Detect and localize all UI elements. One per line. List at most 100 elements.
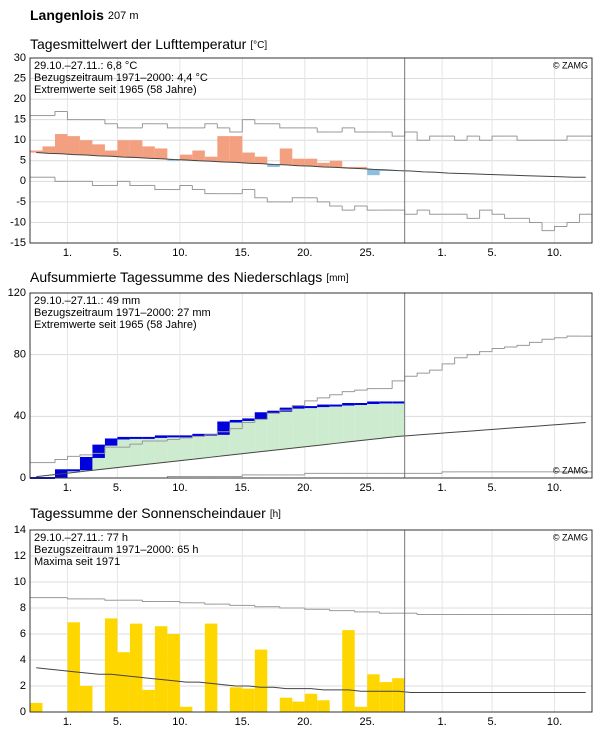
y-tick-label: 10: [14, 134, 26, 146]
x-tick-label: 5.: [487, 482, 496, 494]
extreme-line: [204, 602, 218, 605]
chart-title: Aufsummierte Tagessumme des Niederschlag…: [30, 269, 349, 285]
extreme-line: [266, 197, 280, 203]
bar: [54, 134, 68, 154]
legend-entry: 29.10.–27.11.: 6,8 °C: [34, 60, 137, 72]
extreme-line: [104, 119, 118, 125]
extreme-line: [541, 338, 555, 343]
bar: [92, 144, 105, 156]
bar: [79, 686, 93, 712]
increment-bar: [254, 413, 268, 420]
extreme-line: [279, 123, 293, 129]
credit: © ZAMG: [553, 532, 588, 542]
area-segment: [379, 402, 393, 438]
area-segment: [129, 437, 143, 466]
bar: [242, 688, 255, 712]
extreme-line: [54, 110, 68, 116]
bar: [254, 156, 268, 164]
extreme-line: [379, 611, 393, 614]
extreme-line: [229, 604, 243, 606]
extreme-line: [91, 452, 105, 455]
extreme-line: [204, 434, 218, 437]
extreme-line: [329, 201, 343, 207]
y-tick-label: 14: [14, 524, 26, 536]
bar: [367, 674, 380, 712]
plot-frame: [29, 529, 593, 713]
extreme-line: [254, 119, 268, 125]
extreme-line: [254, 605, 268, 608]
extreme-line: [291, 405, 305, 411]
bar: [267, 164, 280, 167]
bar: [217, 136, 230, 163]
extreme-line: [266, 412, 280, 420]
extreme-line: [316, 127, 330, 133]
x-tick-label: 10.: [172, 482, 187, 494]
x-tick-label: 5.: [113, 482, 122, 494]
chart-unit: [mm]: [326, 273, 348, 284]
extreme-line: [416, 132, 430, 141]
legend-entry: 29.10.–27.11.: 49 mm: [34, 295, 140, 307]
area-segment: [242, 419, 255, 454]
bar: [342, 166, 355, 169]
extreme-line: [191, 185, 205, 191]
bar: [117, 652, 130, 712]
x-tick-label: 25.: [360, 716, 375, 728]
bar: [104, 150, 118, 157]
plot-frame: [29, 57, 593, 244]
x-tick-label: 20.: [297, 482, 312, 494]
bar: [254, 649, 268, 712]
y-tick-label: 8: [20, 602, 26, 614]
bar: [154, 148, 168, 159]
extreme-line: [579, 213, 592, 223]
extreme-line: [516, 344, 530, 347]
increment-bar: [92, 445, 105, 458]
legend-entry: Bezugszeitraum 1971–2000: 4,4 °C: [34, 72, 208, 84]
bar: [179, 706, 193, 712]
extreme-line: [66, 111, 80, 121]
bar: [317, 162, 330, 167]
extreme-line: [79, 454, 93, 457]
y-tick-label: 4: [20, 654, 26, 666]
extreme-line: [91, 181, 105, 186]
bar: [192, 150, 205, 161]
chart-title-text: Tagesmittelwert der Lufttemperatur: [30, 36, 247, 52]
bar: [379, 169, 393, 172]
extreme-line: [116, 123, 130, 129]
x-tick-label: 5.: [487, 247, 496, 259]
extreme-line: [241, 119, 255, 132]
x-tick-label: 1.: [63, 482, 72, 494]
x-tick-label: 10.: [172, 247, 187, 259]
bar: [367, 169, 380, 176]
extreme-line: [466, 214, 480, 219]
bar: [279, 148, 293, 165]
area-segment: [392, 402, 405, 437]
area-segment: [267, 411, 280, 451]
extreme-line: [204, 189, 218, 195]
area-segment: [179, 436, 193, 460]
extreme-line: [354, 610, 368, 613]
x-tick-label: 10.: [547, 482, 562, 494]
extreme-line: [129, 443, 143, 448]
mean-line: [36, 667, 586, 693]
x-tick-label: 1.: [63, 247, 72, 259]
extreme-line: [191, 435, 205, 438]
extreme-line: [491, 210, 505, 215]
bar: [154, 626, 168, 712]
y-tick-label: 0: [20, 175, 26, 187]
area-segment: [279, 408, 293, 449]
extreme-line: [491, 135, 505, 141]
y-tick-label: 10: [14, 576, 26, 588]
extreme-line: [229, 127, 243, 133]
extreme-line: [441, 471, 455, 474]
extreme-line: [566, 135, 580, 141]
y-tick-label: 15: [14, 114, 26, 126]
extreme-line: [529, 341, 543, 346]
area-segment: [317, 405, 330, 445]
extreme-line: [204, 123, 218, 128]
increment-bar: [217, 422, 230, 435]
extreme-line: [391, 380, 405, 389]
y-tick-label: 120: [8, 287, 26, 299]
bar: [292, 158, 305, 166]
y-tick-label: 0: [20, 706, 26, 718]
extreme-line: [416, 613, 430, 615]
